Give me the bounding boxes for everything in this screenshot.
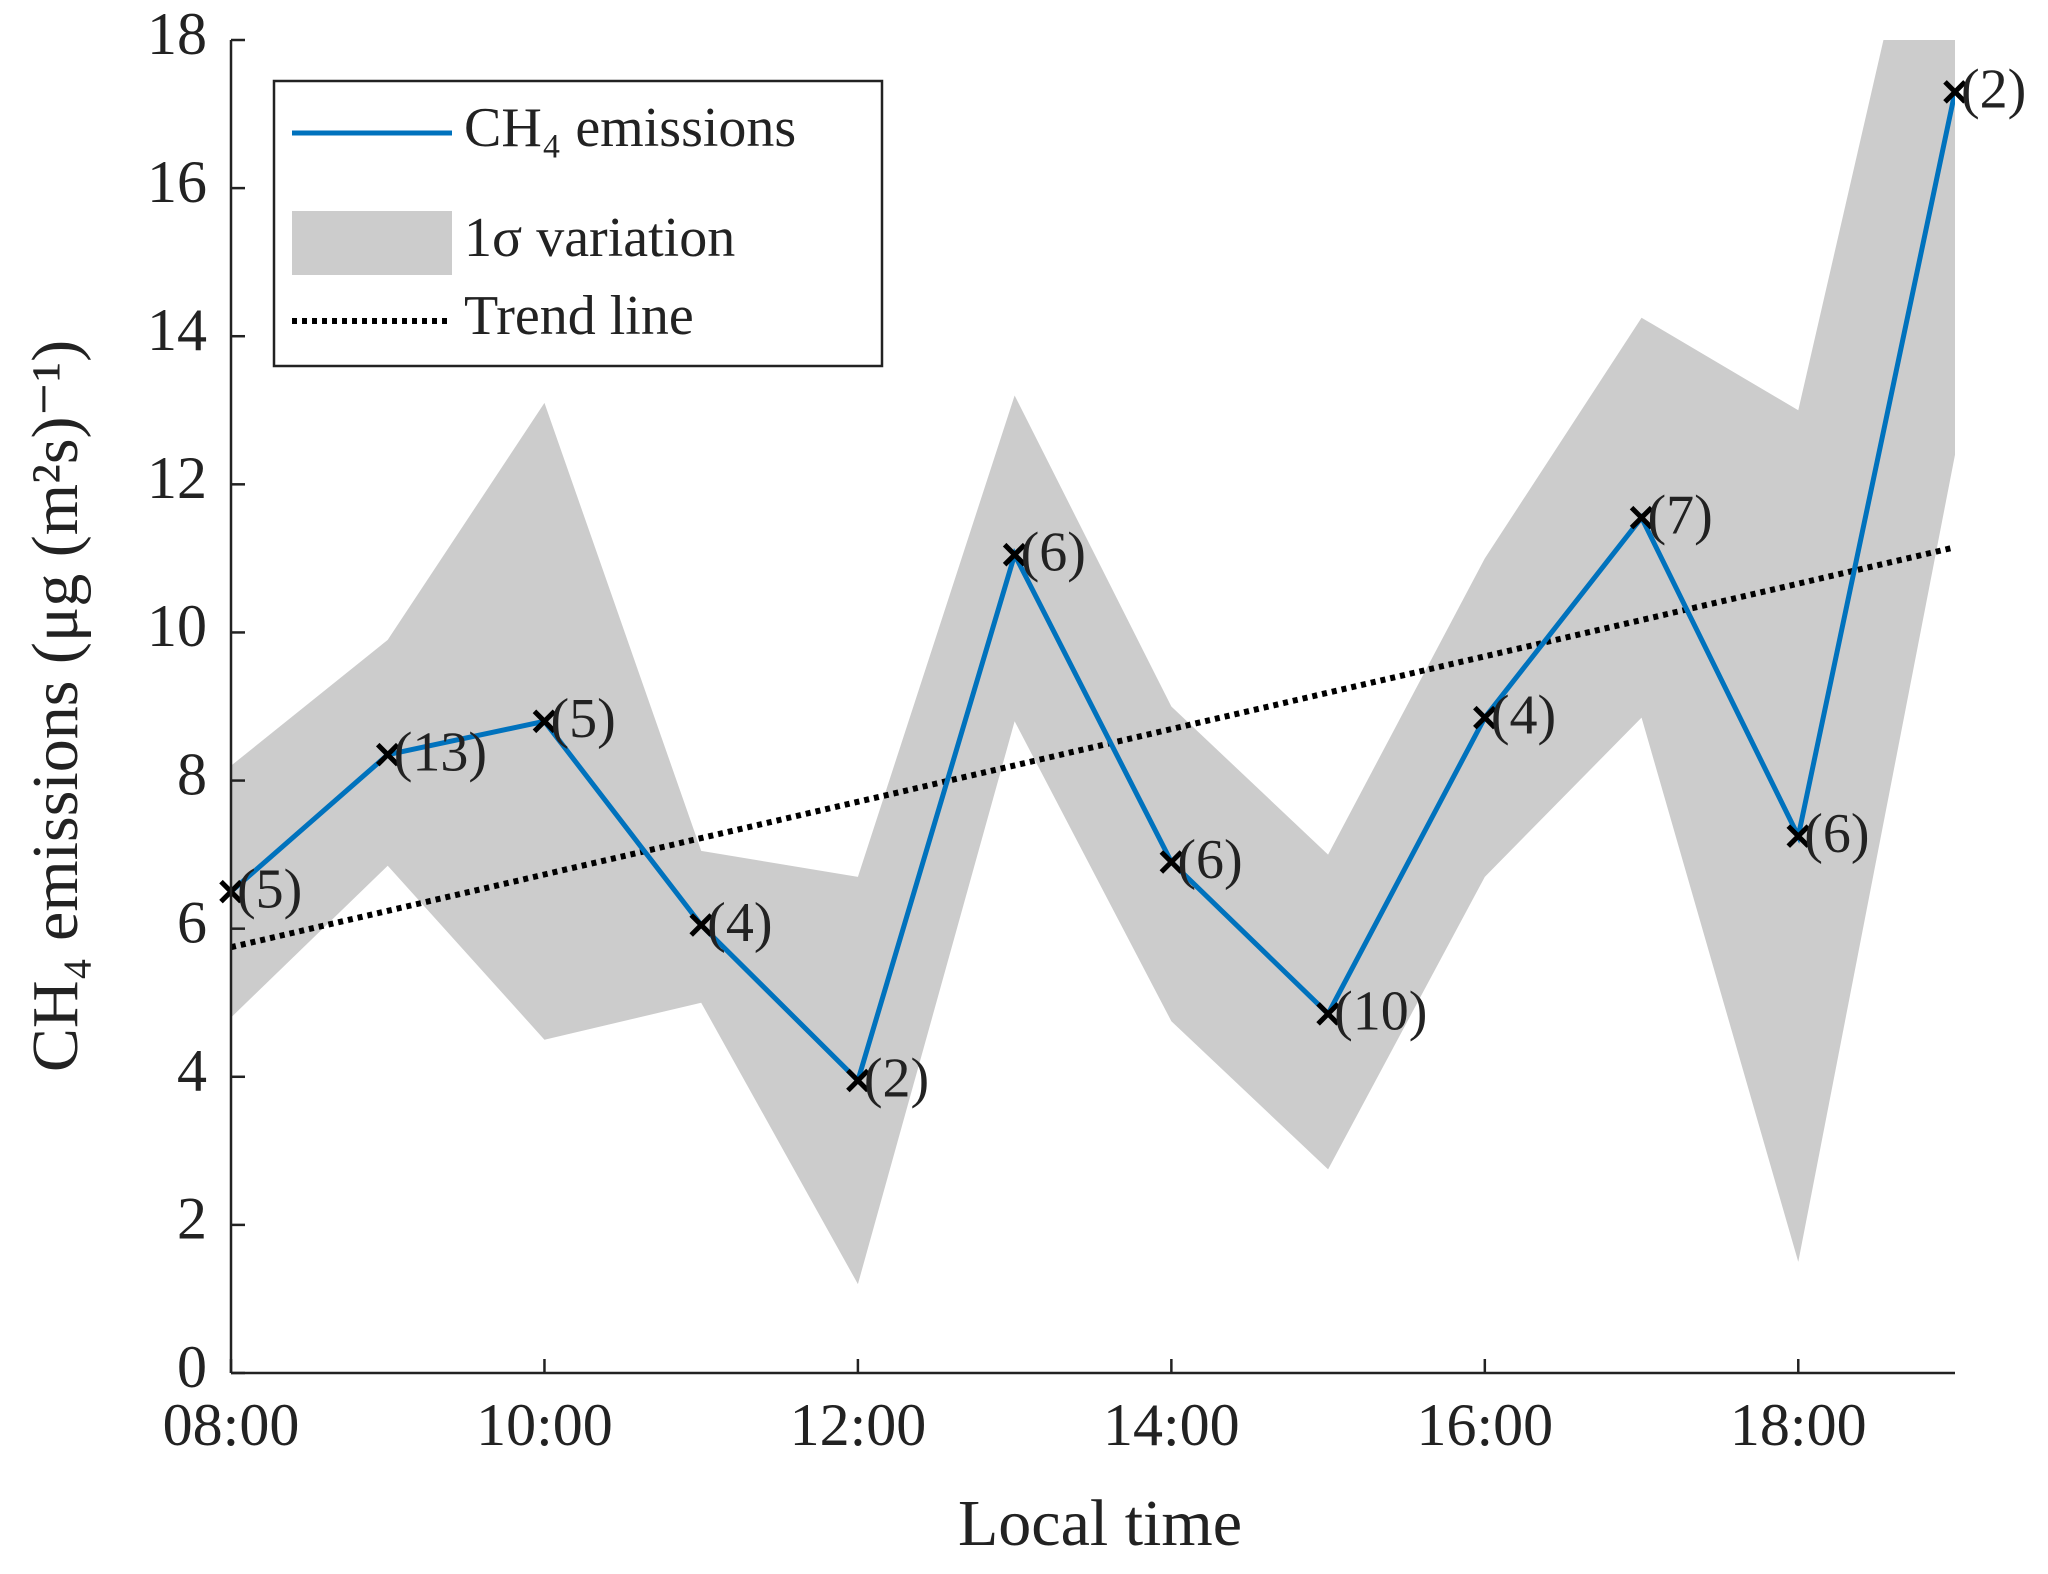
- y-tick-label: 4: [177, 1038, 207, 1104]
- trend-line: [231, 544, 1955, 951]
- point-marker: [1943, 80, 1967, 104]
- point-marker: [375, 742, 400, 767]
- count-annotation: (2): [864, 1047, 929, 1109]
- point-marker: [1316, 1002, 1340, 1026]
- point-marker: [1002, 542, 1027, 567]
- point-marker: [532, 709, 557, 734]
- y-tick-label: 8: [177, 741, 207, 807]
- y-tick-label: 18: [147, 1, 207, 67]
- count-annotation: (4): [1491, 684, 1556, 746]
- count-annotation: (4): [707, 892, 772, 954]
- x-tick-label: 08:00: [163, 1392, 300, 1458]
- count-annotation: (6): [1021, 522, 1086, 584]
- count-annotation: (10): [1334, 981, 1427, 1043]
- variation-band: [231, 40, 1955, 1285]
- emission-line: [231, 91, 1955, 1086]
- x-axis-label: Local time: [958, 1487, 1242, 1560]
- legend-label: CH₄ emissions: [464, 97, 796, 159]
- count-annotation: (5): [237, 858, 302, 920]
- point-marker: [1159, 850, 1184, 874]
- count-annotation: (5): [550, 688, 615, 750]
- x-tick-label: 16:00: [1416, 1392, 1553, 1458]
- point-marker: [689, 913, 713, 937]
- count-annotation: (7): [1648, 485, 1713, 547]
- plot-area: [231, 40, 1955, 1285]
- count-annotation: (6): [1804, 803, 1869, 865]
- y-axis-label: CH₄ emissions (μg (m²s)⁻¹): [19, 340, 92, 1072]
- point-marker: [846, 1068, 870, 1093]
- y-tick-label: 6: [177, 889, 207, 955]
- y-tick-label: 16: [147, 149, 207, 215]
- y-tick-label: 10: [147, 593, 207, 659]
- count-annotation: (13): [394, 721, 487, 783]
- legend-label: Trend line: [464, 285, 694, 347]
- y-tick-label: 12: [147, 445, 207, 511]
- point-marker: [1629, 505, 1654, 530]
- x-tick-label: 18:00: [1730, 1392, 1867, 1458]
- x-tick-label: 14:00: [1103, 1392, 1240, 1458]
- legend-label: 1σ variation: [464, 207, 735, 269]
- point-marker: [1786, 824, 1811, 848]
- y-tick-label: 0: [177, 1334, 207, 1400]
- count-annotation: (6): [1177, 829, 1242, 891]
- point-marker: [1473, 705, 1497, 730]
- legend-swatch: [292, 211, 452, 275]
- count-annotation: (2): [1961, 59, 2026, 121]
- x-tick-label: 12:00: [790, 1392, 927, 1458]
- x-tick-label: 10:00: [476, 1392, 613, 1458]
- y-tick-label: 14: [147, 297, 207, 363]
- y-tick-label: 2: [177, 1186, 207, 1252]
